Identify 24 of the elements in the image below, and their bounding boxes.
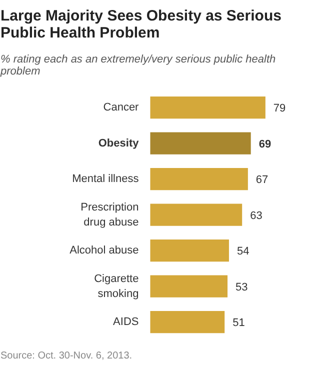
y-tick-label: Prescription drug abuse: [80, 201, 139, 228]
bar: [150, 96, 266, 119]
data-label: 69: [258, 138, 272, 150]
bar: [150, 310, 225, 334]
data-label: 51: [232, 317, 245, 330]
y-tick-label: Obesity: [98, 137, 140, 150]
y-tick-label: AIDS: [113, 316, 139, 328]
data-label: 54: [236, 246, 250, 258]
y-tick-label: Alcohol abuse: [70, 244, 139, 257]
y-tick-label: Cancer: [103, 102, 140, 114]
bar: [150, 168, 248, 190]
chart-subtitle: % rating each as an extremely/very serious public health problem: [0, 54, 276, 78]
data-label: 63: [250, 210, 262, 222]
data-label: 79: [273, 102, 286, 115]
y-tick-label: Mental illness: [72, 173, 140, 186]
data-label: 67: [256, 174, 268, 186]
chart-title: Large Majority Sees Obesity as Serious Public Health Problem: [0, 8, 282, 42]
bar: [150, 132, 251, 154]
bar: [150, 239, 229, 262]
bar: [150, 275, 228, 298]
source-note: Source: Oct. 30-Nov. 6, 2013.: [0, 350, 132, 362]
bar: [150, 204, 242, 226]
y-tick-label: Cigarette smoking: [94, 272, 139, 300]
data-label: 53: [236, 281, 248, 294]
